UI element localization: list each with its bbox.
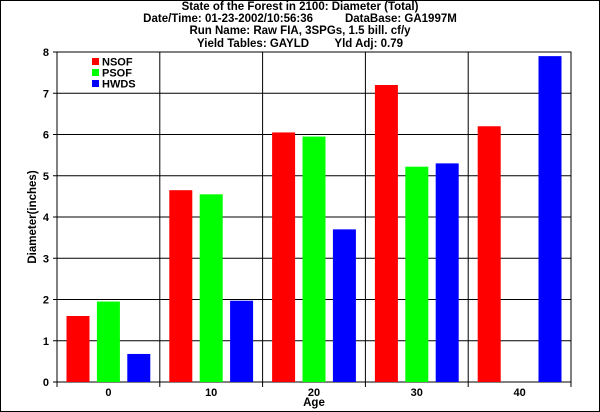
x-axis-label: Age [303,397,325,409]
x-tick-label: 10 [205,387,217,399]
legend-swatch-nsof [92,58,99,65]
datetime-text: Date/Time: 01-23-2002/10:56:36 [143,13,314,25]
bar-hwds-10 [230,300,254,382]
y-tick-label: 1 [43,336,49,348]
y-tick-label: 2 [43,295,49,307]
legend-swatch-psof [92,69,99,76]
bar-nsof-20 [272,132,296,382]
header-line-datetime: Date/Time: 01-23-2002/10:56:36 DataBase:… [0,13,600,25]
x-tick-label: 40 [513,387,525,399]
bar-psof-10 [199,194,223,382]
y-axis-label: Diameter(inches) [27,170,39,263]
database-text: DataBase: GA1997M [344,13,457,25]
y-tick-label: 7 [43,88,49,100]
header-line-yield: Yield Tables: GAYLD Yld Adj: 0.79 [0,38,600,50]
legend-swatch-hwds [92,80,99,87]
y-tick-label: 4 [43,212,50,224]
x-tick-label: 0 [105,387,111,399]
bar-psof-20 [302,136,326,382]
bar-hwds-30 [435,163,459,382]
run-name-text: Run Name: Raw FIA, 3SPGs, 1.5 bill. cf/y [189,25,411,37]
legend-label-nsof: NSOF [102,57,133,69]
bar-hwds-0 [127,353,151,382]
yield-tables-text: Yield Tables: GAYLD [197,38,310,50]
bar-nsof-10 [169,190,193,382]
bar-psof-30 [405,166,429,382]
bar-psof-0 [96,301,120,382]
bar-nsof-0 [66,316,90,382]
bar-nsof-30 [374,85,398,382]
y-tick-label: 8 [43,47,49,59]
bar-nsof-40 [477,126,501,382]
y-tick-label: 5 [43,171,49,183]
legend-label-hwds: HWDS [102,79,136,91]
legend-label-psof: PSOF [102,68,132,80]
yld-adj-text: Yld Adj: 0.79 [334,38,403,50]
y-tick-label: 0 [43,377,49,389]
y-tick-label: 6 [43,130,49,142]
x-tick-label: 30 [411,387,423,399]
bar-hwds-20 [332,229,356,382]
chart-title: State of the Forest in 2100: Diameter (T… [181,1,419,13]
x-tick-label: 20 [308,387,320,399]
y-tick-label: 3 [43,253,49,265]
bar-hwds-40 [538,56,562,382]
